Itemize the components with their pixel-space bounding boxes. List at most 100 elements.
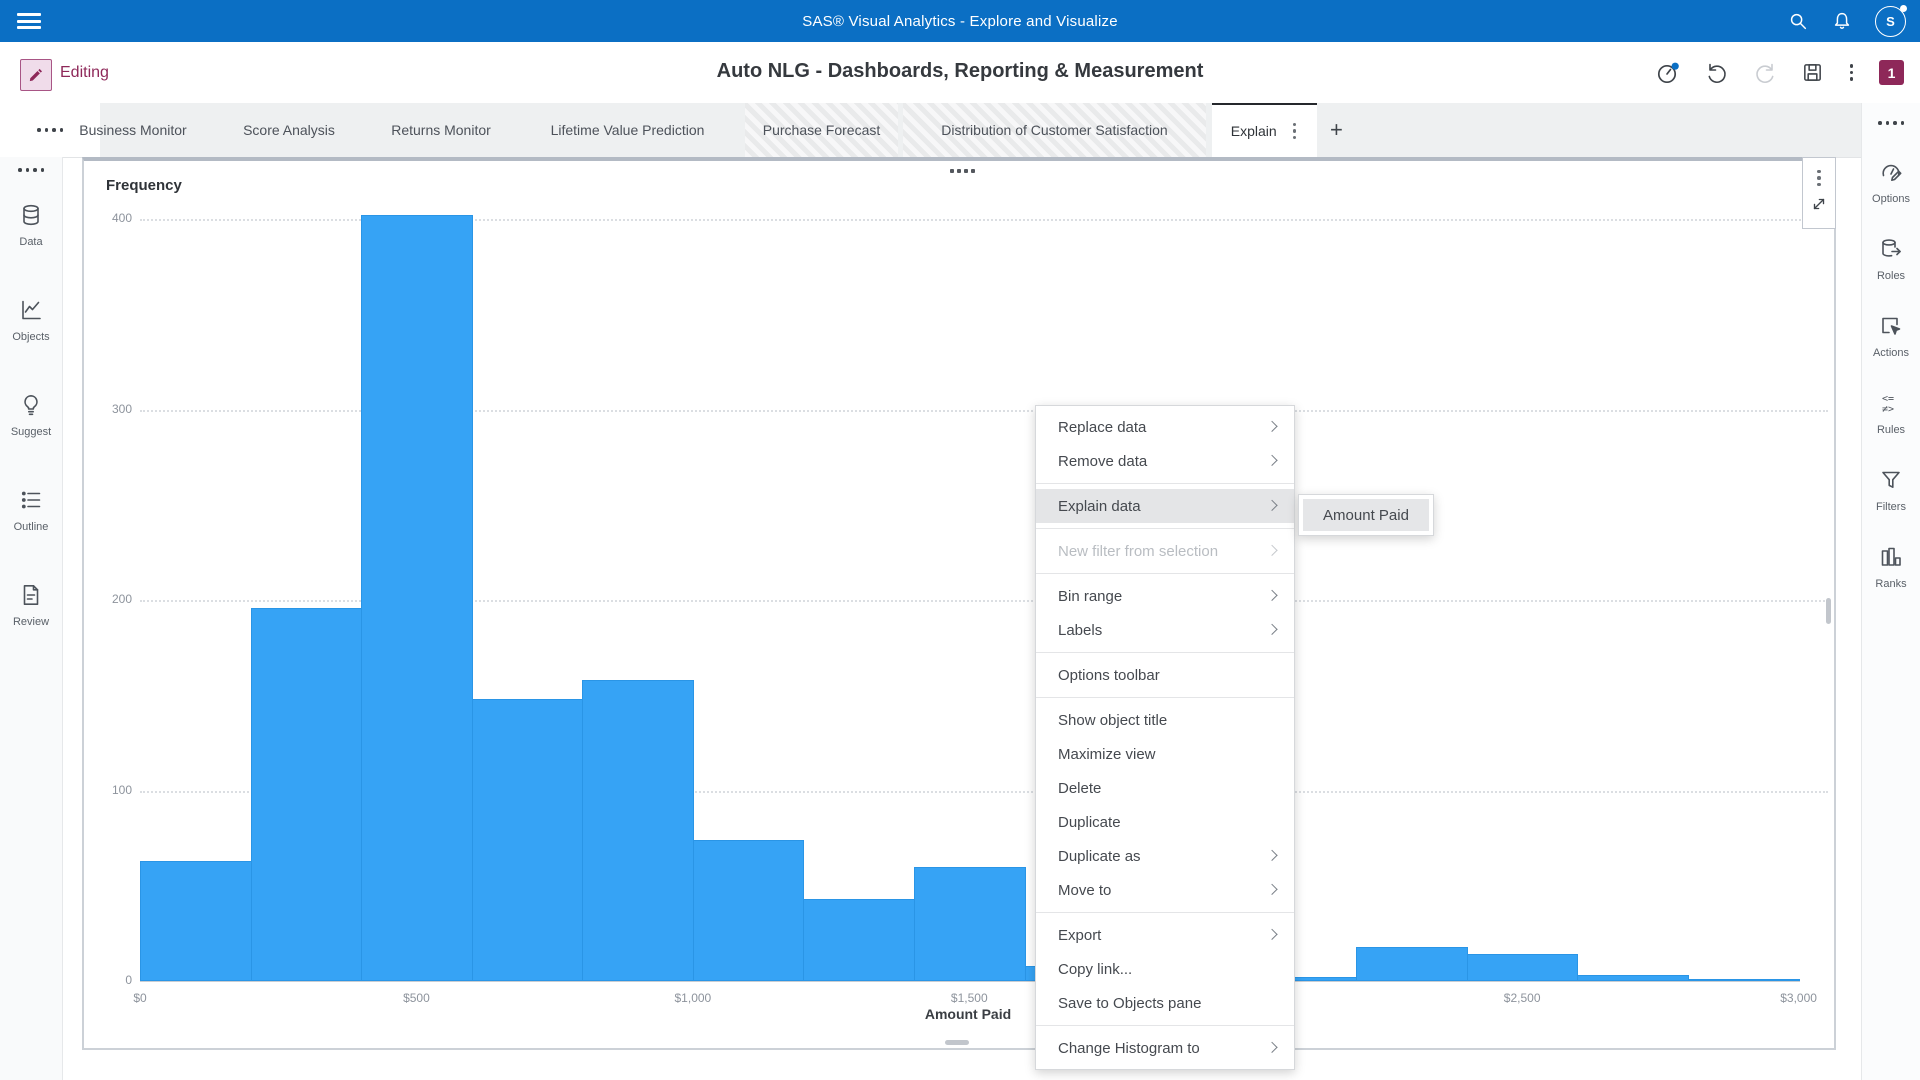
filter-funnel-icon xyxy=(1879,468,1903,497)
tab-returns-monitor[interactable]: Returns Monitor xyxy=(383,103,499,157)
object-drag-handle[interactable] xyxy=(950,169,975,173)
histogram-bar-1000-1200[interactable] xyxy=(692,840,805,981)
tab-score-analysis[interactable]: Score Analysis xyxy=(231,103,347,157)
menu-item-delete[interactable]: Delete xyxy=(1036,771,1294,805)
panel-item-ranks[interactable]: Ranks xyxy=(1862,545,1920,590)
panel-item-roles[interactable]: Roles xyxy=(1862,237,1920,282)
menu-item-label: Delete xyxy=(1058,779,1102,797)
review-document-icon xyxy=(19,583,43,612)
menu-separator xyxy=(1036,652,1294,653)
horizontal-scrollbar-thumb[interactable] xyxy=(945,1040,969,1045)
panel-item-filters[interactable]: Filters xyxy=(1862,468,1920,513)
menu-separator xyxy=(1036,912,1294,913)
avatar[interactable]: S xyxy=(1875,4,1907,37)
menu-separator xyxy=(1036,1025,1294,1026)
histogram-bar-2800-3000[interactable] xyxy=(1687,979,1800,982)
search-icon[interactable] xyxy=(1787,10,1809,32)
histogram-bar-2400-2600[interactable] xyxy=(1466,954,1579,981)
histogram-bar-800-1000[interactable] xyxy=(582,680,694,981)
save-icon[interactable] xyxy=(1801,61,1824,84)
svg-text:<=: <= xyxy=(1882,394,1894,405)
menu-item-duplicate[interactable]: Duplicate xyxy=(1036,805,1294,839)
menu-item-export[interactable]: Export xyxy=(1036,918,1294,952)
histogram-bar-400-600[interactable] xyxy=(361,215,473,981)
menu-item-save-to-objects-pane[interactable]: Save to Objects pane xyxy=(1036,986,1294,1020)
histogram-bar-2600-2800[interactable] xyxy=(1577,975,1689,981)
notifications-icon[interactable] xyxy=(1831,10,1853,32)
tab-distribution-of-customer-satisfaction[interactable]: Distribution of Customer Satisfaction xyxy=(903,103,1206,157)
menu-item-replace-data[interactable]: Replace data xyxy=(1036,410,1294,444)
menu-item-move-to[interactable]: Move to xyxy=(1036,873,1294,907)
menu-item-label: Labels xyxy=(1058,621,1103,639)
panel-item-rules[interactable]: <= ≠> Rules xyxy=(1862,391,1920,437)
sidebar-item-suggest[interactable]: Suggest xyxy=(0,393,62,438)
context-menu: Replace data Remove data Explain data New f… xyxy=(1035,405,1295,1070)
y-tick-label: 400 xyxy=(111,211,132,225)
right-rail-overflow-icon[interactable] xyxy=(1862,121,1920,125)
tab-explain[interactable]: Explain xyxy=(1212,103,1317,157)
left-rail-overflow-icon[interactable] xyxy=(0,168,62,172)
menu-item-explain-data[interactable]: Explain data xyxy=(1036,489,1294,523)
menu-item-bin-range[interactable]: Bin range xyxy=(1036,579,1294,613)
menu-separator xyxy=(1036,573,1294,574)
menu-item-duplicate-as[interactable]: Duplicate as xyxy=(1036,839,1294,873)
add-page-button[interactable]: + xyxy=(1330,117,1343,142)
svg-text:≠>: ≠> xyxy=(1882,404,1894,415)
histogram-bar-600-800[interactable] xyxy=(471,699,584,981)
auto-refresh-icon[interactable] xyxy=(1655,60,1681,86)
roles-database-icon xyxy=(1879,237,1903,266)
histogram-bar-0-200[interactable] xyxy=(140,860,252,981)
tab-purchase-forecast[interactable]: Purchase Forecast xyxy=(745,103,898,157)
tab-label: Explain xyxy=(1230,123,1277,139)
alert-badge[interactable]: 1 xyxy=(1879,60,1904,85)
histogram-bar-1400-1600[interactable] xyxy=(913,866,1026,981)
sidebar-item-review[interactable]: Review xyxy=(0,583,62,628)
menu-item-remove-data[interactable]: Remove data xyxy=(1036,444,1294,478)
histogram-object-card[interactable]: Frequency 0 100 200 300 400 $0 $500 $1,000 $1,50… xyxy=(82,157,1836,1050)
undo-icon[interactable] xyxy=(1705,61,1729,85)
redo-icon[interactable] xyxy=(1753,61,1777,85)
vertical-scrollbar-thumb[interactable] xyxy=(1826,598,1831,624)
y-tick-label: 0 xyxy=(125,973,132,987)
histogram-bar-1200-1400[interactable] xyxy=(803,899,915,981)
menu-item-options-toolbar[interactable]: Options toolbar xyxy=(1036,658,1294,692)
menu-item-show-object-title[interactable]: Show object title xyxy=(1036,703,1294,737)
tab-menu-icon[interactable] xyxy=(1291,121,1299,142)
database-icon xyxy=(19,203,43,232)
menu-item-label: Remove data xyxy=(1058,452,1148,470)
panel-item-actions[interactable]: Actions xyxy=(1862,314,1920,359)
lightbulb-icon xyxy=(19,393,43,422)
tab-business-monitor[interactable]: Business Monitor xyxy=(75,103,191,157)
maximize-view-icon[interactable] xyxy=(1810,195,1828,218)
histogram-bar-2200-2400[interactable] xyxy=(1356,946,1468,981)
rules-operators-icon: <= ≠> xyxy=(1879,391,1903,420)
menu-item-change-histogram-to[interactable]: Change Histogram to xyxy=(1036,1031,1294,1065)
sidebar-item-data[interactable]: Data xyxy=(0,203,62,248)
submenu-item-amount-paid[interactable]: Amount Paid xyxy=(1303,499,1429,531)
menu-item-copy-link-[interactable]: Copy link... xyxy=(1036,952,1294,986)
chevron-right-icon xyxy=(1266,544,1278,557)
avatar-status-dot xyxy=(1900,4,1907,12)
histogram-bar-200-400[interactable] xyxy=(250,607,363,981)
tab-lifetime-value-prediction[interactable]: Lifetime Value Prediction xyxy=(545,103,710,157)
sidebar-item-outline[interactable]: Outline xyxy=(0,488,62,533)
actions-cursor-icon xyxy=(1879,314,1903,343)
sidebar-item-objects[interactable]: Objects xyxy=(0,298,62,343)
object-options-toolbar xyxy=(1802,157,1836,229)
chevron-right-icon xyxy=(1266,849,1278,862)
hamburger-menu-icon[interactable] xyxy=(17,10,41,32)
menu-item-labels[interactable]: Labels xyxy=(1036,613,1294,647)
menu-separator xyxy=(1036,483,1294,484)
edit-mode-chip[interactable] xyxy=(20,59,52,91)
chevron-right-icon xyxy=(1266,499,1278,512)
chevron-right-icon xyxy=(1266,420,1278,433)
panel-item-options[interactable]: Options xyxy=(1862,160,1920,205)
rail-item-label: Roles xyxy=(1876,270,1906,282)
more-options-icon[interactable] xyxy=(1848,62,1856,83)
rail-item-label: Rules xyxy=(1876,424,1906,436)
avatar-initial: S xyxy=(1886,13,1895,29)
object-menu-icon[interactable] xyxy=(1815,168,1823,189)
menu-item-maximize-view[interactable]: Maximize view xyxy=(1036,737,1294,771)
x-tick-label: $2,500 xyxy=(1503,991,1541,1005)
tab-overflow-button[interactable] xyxy=(0,103,100,157)
